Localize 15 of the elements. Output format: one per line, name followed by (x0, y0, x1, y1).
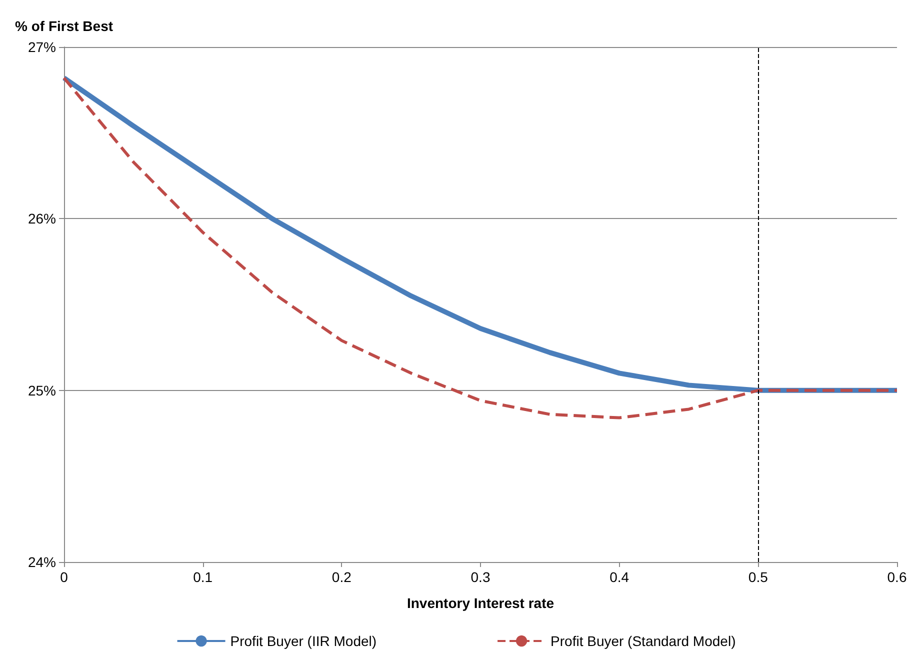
y-tick-label: 26% (28, 210, 56, 227)
y-tick-label: 27% (28, 39, 56, 55)
x-tick-label: 0.3 (470, 569, 490, 585)
legend-label: Profit Buyer (Standard Model) (550, 633, 736, 649)
y-axis-title: % of First Best (14, 18, 114, 34)
x-tick-label: 0.2 (332, 569, 352, 585)
x-tick-label: 0.5 (748, 569, 768, 585)
x-tick-label: 0.6 (887, 569, 907, 585)
x-axis-title: Inventory Interest rate (406, 595, 554, 611)
y-tick-label: 24% (28, 554, 56, 570)
x-tick-label: 0.1 (193, 569, 213, 585)
y-tick-label: 25% (28, 382, 56, 398)
legend-label: Profit Buyer (IIR Model) (230, 633, 377, 649)
x-tick-label: 0 (60, 569, 68, 585)
x-tick-label: 0.4 (610, 569, 630, 585)
